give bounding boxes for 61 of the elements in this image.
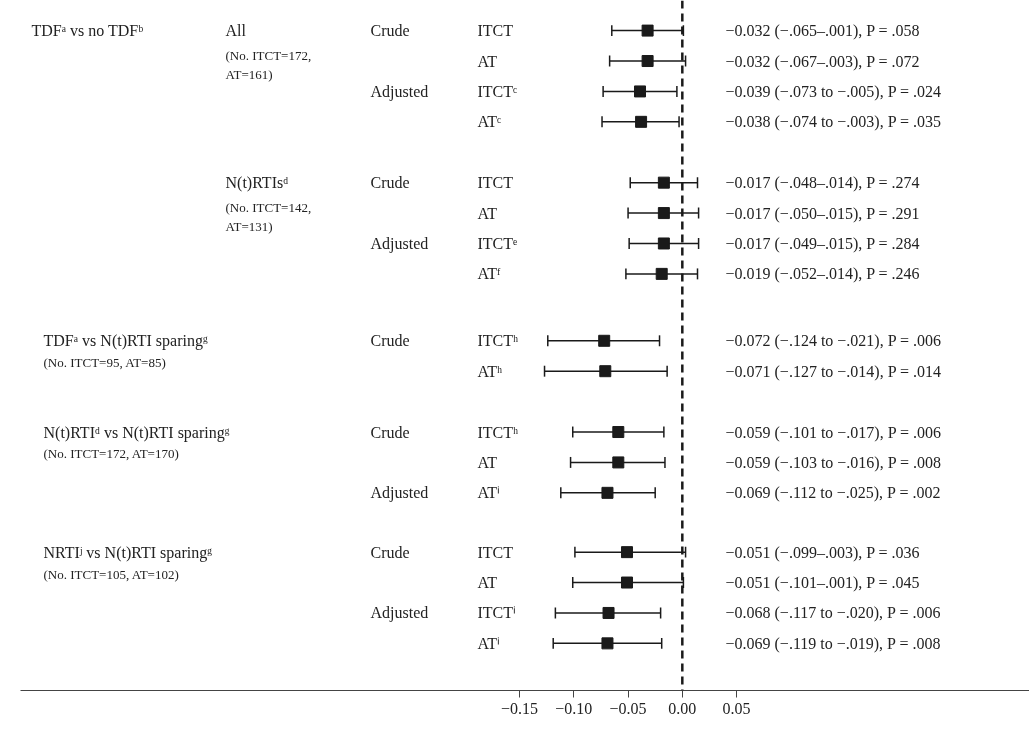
annotation: (No. ITCT=172, bbox=[225, 48, 312, 64]
annotation: −0.017 (−.049–.015), P = .284 bbox=[725, 234, 920, 253]
y-tick-label: AT bbox=[477, 52, 498, 70]
annotation: Adjusted bbox=[370, 484, 429, 503]
annotation: AT=131) bbox=[225, 219, 273, 235]
annotation: −0.071 (−.127 to −.014), P = .014 bbox=[725, 362, 941, 381]
annotation: −0.069 (−.119 to −.019), P = .008 bbox=[725, 634, 941, 653]
x-tick-label: −0.05 bbox=[609, 699, 647, 717]
annotation: Adjusted bbox=[370, 82, 429, 101]
annotation: Crude bbox=[370, 332, 410, 350]
annotation: −0.068 (−.117 to −.020), P = .006 bbox=[725, 604, 941, 623]
annotation: Crude bbox=[370, 22, 410, 40]
annotation: −0.059 (−.103 to −.016), P = .008 bbox=[725, 453, 941, 472]
x-tick-label: −0.15 bbox=[501, 699, 539, 717]
annotation: −0.059 (−.101 to −.017), P = .006 bbox=[725, 423, 941, 442]
annotation: −0.017 (−.048–.014), P = .274 bbox=[725, 174, 920, 193]
y-tick-label: ITCTʰ bbox=[477, 423, 519, 441]
annotation: −0.032 (−.065–.001), P = .058 bbox=[725, 22, 920, 41]
y-tick-label: ATᶠ bbox=[477, 265, 502, 283]
annotation: (No. ITCT=172, AT=170) bbox=[43, 446, 179, 462]
y-tick-label: ATⁱ bbox=[477, 634, 501, 652]
annotation: NRTIʲ vs N(t)RTI sparingᵍ bbox=[43, 543, 213, 562]
annotation: (No. ITCT=142, bbox=[225, 200, 312, 216]
annotation: N(t)RTIᵈ vs N(t)RTI sparingᵍ bbox=[43, 423, 230, 442]
annotation: Adjusted bbox=[370, 604, 429, 623]
y-tick-label: ITCTⁱ bbox=[477, 604, 517, 622]
annotation: (No. ITCT=105, AT=102) bbox=[43, 566, 179, 582]
y-tick-label: AT bbox=[477, 204, 498, 222]
y-tick-label: AT bbox=[477, 453, 498, 471]
annotation: −0.051 (−.099–.003), P = .036 bbox=[725, 543, 920, 562]
annotation: Crude bbox=[370, 174, 410, 192]
annotation: −0.038 (−.074 to −.003), P = .035 bbox=[725, 113, 941, 132]
y-tick-label: ATⁱ bbox=[477, 484, 501, 502]
annotation: TDFᵃ vs N(t)RTI sparingᵍ bbox=[43, 332, 208, 351]
annotation: −0.051 (−.101–.001), P = .045 bbox=[725, 574, 920, 593]
annotation: Crude bbox=[370, 423, 410, 441]
y-tick-label: ITCT bbox=[477, 22, 514, 40]
annotation: TDFᵃ vs no TDFᵇ bbox=[31, 22, 144, 40]
y-tick-label: ITCTᶜ bbox=[477, 82, 518, 100]
y-tick-label: ITCT bbox=[477, 543, 514, 561]
x-tick-label: 0.00 bbox=[668, 699, 697, 717]
x-tick-label: 0.05 bbox=[722, 699, 751, 717]
annotation: All bbox=[225, 22, 247, 40]
annotation: −0.072 (−.124 to −.021), P = .006 bbox=[725, 332, 941, 351]
annotation: (No. ITCT=95, AT=85) bbox=[43, 355, 166, 371]
annotation: −0.069 (−.112 to −.025), P = .002 bbox=[725, 484, 941, 503]
y-tick-label: ATʰ bbox=[477, 362, 503, 380]
x-tick-label: −0.10 bbox=[555, 699, 593, 717]
annotation: Adjusted bbox=[370, 234, 429, 253]
annotation: Crude bbox=[370, 543, 410, 561]
annotation: N(t)RTIsᵈ bbox=[225, 174, 289, 193]
y-tick-label: ITCTᵉ bbox=[477, 234, 518, 252]
annotation: −0.039 (−.073 to −.005), P = .024 bbox=[725, 82, 941, 101]
annotation: −0.019 (−.052–.014), P = .246 bbox=[725, 265, 920, 284]
annotation: −0.017 (−.050–.015), P = .291 bbox=[725, 204, 920, 223]
y-tick-label: ITCT bbox=[477, 174, 514, 192]
y-tick-label: ATᶜ bbox=[477, 113, 502, 131]
y-tick-label: ITCTʰ bbox=[477, 332, 519, 350]
annotation: −0.032 (−.067–.003), P = .072 bbox=[725, 52, 920, 71]
annotation: AT=161) bbox=[225, 67, 273, 83]
y-tick-label: AT bbox=[477, 574, 498, 592]
